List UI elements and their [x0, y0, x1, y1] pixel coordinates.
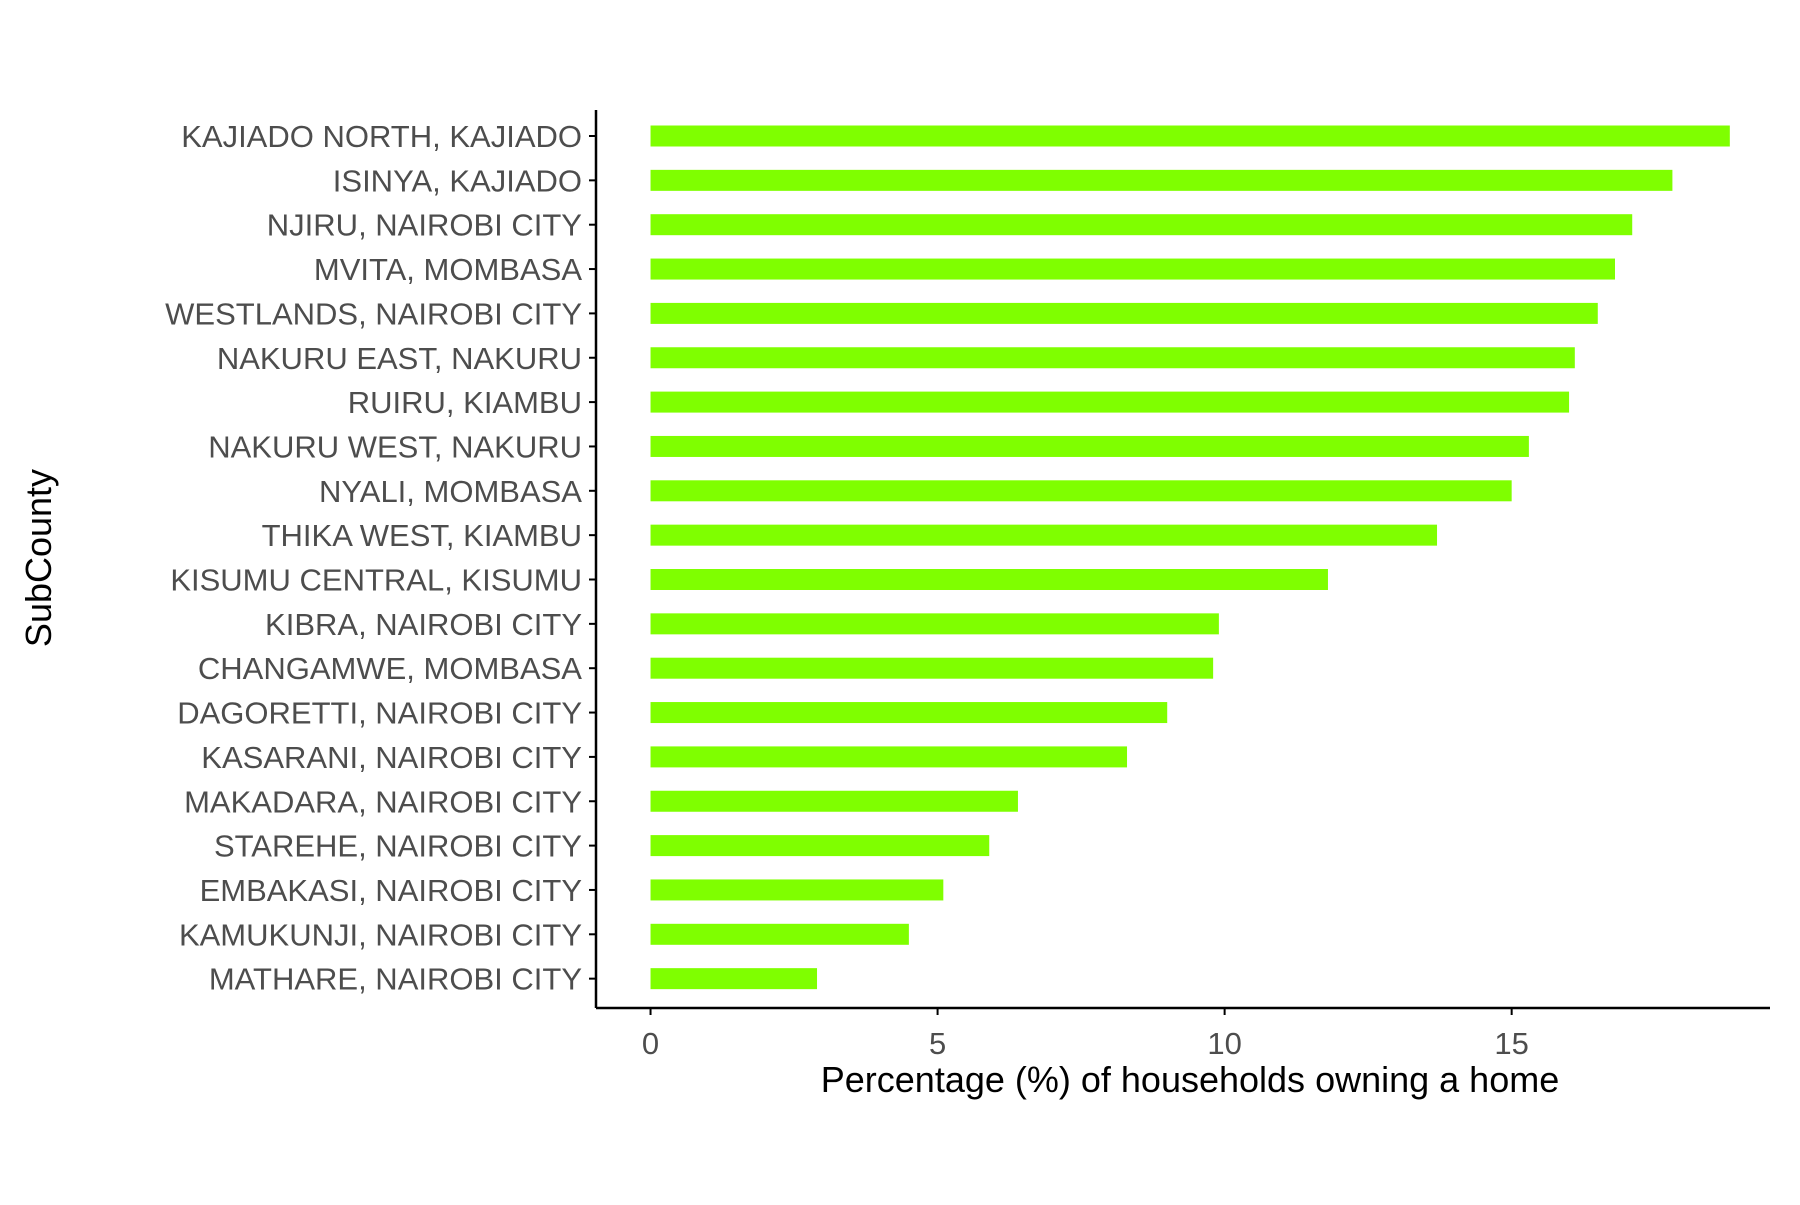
bar — [650, 569, 1328, 590]
bar — [650, 524, 1438, 546]
bar — [650, 302, 1598, 324]
y-tick-label: KAJIADO NORTH, KAJIADO — [181, 119, 582, 154]
bar — [650, 480, 1512, 502]
y-tick-label: THIKA WEST, KIAMBU — [262, 518, 582, 553]
y-tick-label: CHANGAMWE, MOMBASA — [198, 651, 582, 686]
bar — [650, 347, 1575, 369]
y-tick-label: RUIRU, KIAMBU — [348, 385, 582, 420]
y-tick-label: KAMUKUNJI, NAIROBI CITY — [179, 917, 582, 952]
bar — [650, 790, 1018, 812]
y-tick-label: EMBAKASI, NAIROBI CITY — [200, 873, 582, 908]
y-tick-label: MAKADARA, NAIROBI CITY — [184, 784, 582, 819]
bar — [650, 746, 1128, 768]
x-tick-label: 5 — [929, 1026, 946, 1061]
y-tick-label: KISUMU CENTRAL, KISUMU — [170, 563, 582, 598]
bar — [650, 258, 1615, 280]
y-tick-label: KIBRA, NAIROBI CITY — [265, 607, 582, 642]
bar — [650, 835, 990, 857]
y-tick-label: MATHARE, NAIROBI CITY — [209, 962, 582, 997]
y-tick-label: NAKURU EAST, NAKURU — [217, 341, 582, 376]
y-tick-label: KASARANI, NAIROBI CITY — [201, 740, 582, 775]
x-tick-label: 10 — [1207, 1026, 1241, 1061]
bar — [650, 214, 1633, 236]
y-tick-label: NAKURU WEST, NAKURU — [208, 429, 582, 464]
y-axis: KAJIADO NORTH, KAJIADO ISINYA, KAJIADO NJI… — [165, 110, 598, 1008]
bar — [650, 702, 1168, 724]
bar — [650, 613, 1219, 635]
x-tick-label: 15 — [1494, 1026, 1528, 1061]
bar — [650, 879, 944, 901]
x-axis: 0 5 10 15 — [596, 1006, 1770, 1061]
y-tick-label: STAREHE, NAIROBI CITY — [214, 829, 582, 864]
bar — [650, 657, 1214, 679]
y-axis-title: SubCounty — [18, 469, 59, 647]
y-tick-label: NYALI, MOMBASA — [319, 474, 582, 509]
x-tick-label: 0 — [642, 1026, 659, 1061]
x-axis-title: Percentage (%) of households owning a ho… — [821, 1059, 1559, 1100]
y-tick-label: DAGORETTI, NAIROBI CITY — [177, 696, 582, 731]
bar — [650, 125, 1730, 147]
y-tick-label: NJIRU, NAIROBI CITY — [267, 208, 582, 243]
bar — [650, 391, 1570, 413]
bar — [650, 435, 1529, 457]
bars-layer — [650, 125, 1730, 990]
bar — [650, 968, 818, 990]
y-tick-label: WESTLANDS, NAIROBI CITY — [165, 296, 582, 331]
bar — [650, 169, 1673, 191]
y-tick-label: MVITA, MOMBASA — [314, 252, 582, 287]
y-tick-label: ISINYA, KAJIADO — [333, 163, 582, 198]
bar — [650, 923, 909, 945]
